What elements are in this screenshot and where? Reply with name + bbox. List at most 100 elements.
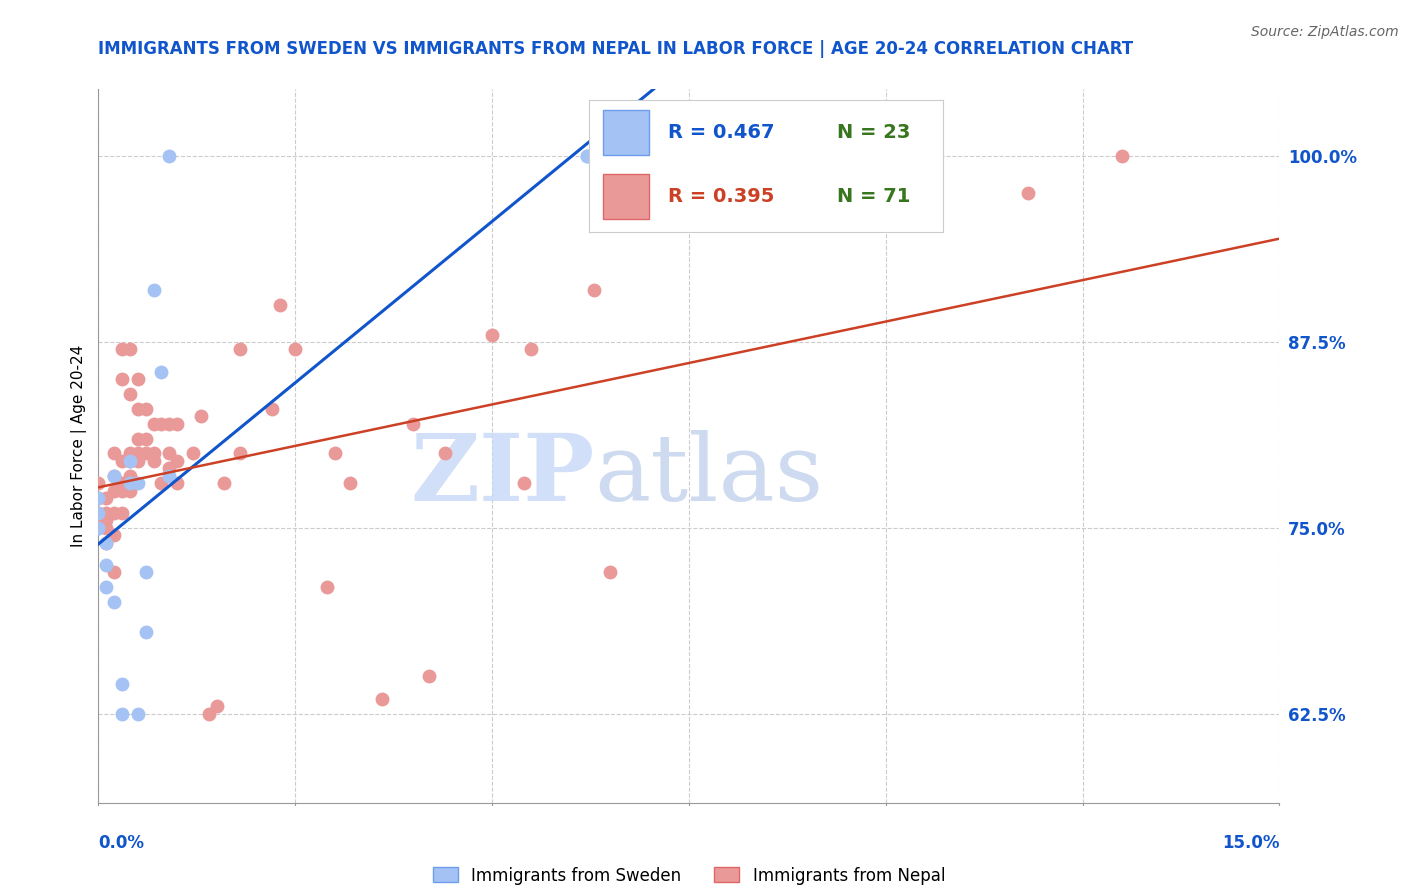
Point bbox=[150, 365, 173, 379]
Point bbox=[135, 432, 157, 446]
Point bbox=[96, 513, 118, 527]
Point bbox=[118, 454, 141, 468]
Point bbox=[103, 468, 125, 483]
Point bbox=[157, 468, 180, 483]
Point bbox=[103, 595, 125, 609]
Point bbox=[575, 149, 598, 163]
Point bbox=[87, 513, 110, 527]
Point bbox=[103, 566, 125, 580]
Point bbox=[127, 706, 149, 721]
Point bbox=[150, 417, 173, 431]
Point bbox=[260, 401, 283, 416]
Point bbox=[103, 468, 125, 483]
Point bbox=[166, 417, 188, 431]
Point bbox=[315, 580, 337, 594]
Point bbox=[87, 506, 110, 520]
Point bbox=[157, 446, 180, 460]
Point bbox=[127, 372, 149, 386]
Point bbox=[1017, 186, 1039, 201]
Point bbox=[111, 706, 134, 721]
Point bbox=[402, 417, 425, 431]
Point bbox=[197, 706, 219, 721]
Legend: Immigrants from Sweden, Immigrants from Nepal: Immigrants from Sweden, Immigrants from … bbox=[426, 860, 952, 891]
Point bbox=[205, 699, 228, 714]
Point bbox=[418, 669, 440, 683]
Point bbox=[96, 535, 118, 549]
Point bbox=[583, 283, 606, 297]
Text: atlas: atlas bbox=[595, 430, 824, 519]
Point bbox=[142, 417, 165, 431]
Y-axis label: In Labor Force | Age 20-24: In Labor Force | Age 20-24 bbox=[72, 345, 87, 547]
Point bbox=[111, 506, 134, 520]
Point bbox=[111, 454, 134, 468]
Point bbox=[87, 521, 110, 535]
Text: 15.0%: 15.0% bbox=[1222, 834, 1279, 852]
Point bbox=[127, 454, 149, 468]
Point bbox=[96, 521, 118, 535]
Point bbox=[103, 528, 125, 542]
Point bbox=[166, 476, 188, 491]
Point bbox=[127, 432, 149, 446]
Point bbox=[135, 446, 157, 460]
Text: Source: ZipAtlas.com: Source: ZipAtlas.com bbox=[1251, 25, 1399, 39]
Point bbox=[323, 446, 346, 460]
Point bbox=[157, 417, 180, 431]
Point bbox=[111, 476, 134, 491]
Point bbox=[87, 491, 110, 505]
Point bbox=[229, 343, 252, 357]
Point bbox=[118, 468, 141, 483]
Point bbox=[599, 566, 621, 580]
Point bbox=[269, 298, 291, 312]
Point bbox=[118, 446, 141, 460]
Point bbox=[103, 483, 125, 498]
Point bbox=[371, 691, 394, 706]
Point bbox=[96, 580, 118, 594]
Point bbox=[135, 566, 157, 580]
Point bbox=[135, 624, 157, 639]
Point bbox=[190, 409, 212, 424]
Point bbox=[118, 476, 141, 491]
Point bbox=[87, 476, 110, 491]
Text: 0.0%: 0.0% bbox=[98, 834, 145, 852]
Point bbox=[96, 506, 118, 520]
Point bbox=[1111, 149, 1133, 163]
Point bbox=[118, 483, 141, 498]
Point bbox=[575, 149, 598, 163]
Point bbox=[111, 483, 134, 498]
Point bbox=[127, 476, 149, 491]
Point bbox=[142, 283, 165, 297]
Point bbox=[229, 446, 252, 460]
Point bbox=[181, 446, 204, 460]
Point bbox=[87, 521, 110, 535]
Point bbox=[96, 535, 118, 549]
Point bbox=[583, 149, 606, 163]
Point bbox=[96, 491, 118, 505]
Point bbox=[157, 461, 180, 475]
Point bbox=[433, 446, 456, 460]
Text: ZIP: ZIP bbox=[411, 430, 595, 519]
Text: IMMIGRANTS FROM SWEDEN VS IMMIGRANTS FROM NEPAL IN LABOR FORCE | AGE 20-24 CORRE: IMMIGRANTS FROM SWEDEN VS IMMIGRANTS FRO… bbox=[98, 40, 1133, 58]
Point bbox=[214, 476, 236, 491]
Point bbox=[135, 401, 157, 416]
Point bbox=[96, 558, 118, 572]
Point bbox=[284, 343, 307, 357]
Point bbox=[520, 343, 543, 357]
Point bbox=[512, 476, 534, 491]
Point bbox=[118, 454, 141, 468]
Point bbox=[103, 446, 125, 460]
Point bbox=[127, 446, 149, 460]
Point bbox=[111, 343, 134, 357]
Point bbox=[118, 343, 141, 357]
Point bbox=[142, 446, 165, 460]
Point bbox=[118, 387, 141, 401]
Point bbox=[127, 401, 149, 416]
Point bbox=[481, 327, 503, 342]
Point bbox=[111, 372, 134, 386]
Point bbox=[142, 454, 165, 468]
Point bbox=[103, 506, 125, 520]
Point bbox=[87, 491, 110, 505]
Point bbox=[166, 454, 188, 468]
Point bbox=[150, 476, 173, 491]
Point bbox=[157, 149, 180, 163]
Point bbox=[111, 677, 134, 691]
